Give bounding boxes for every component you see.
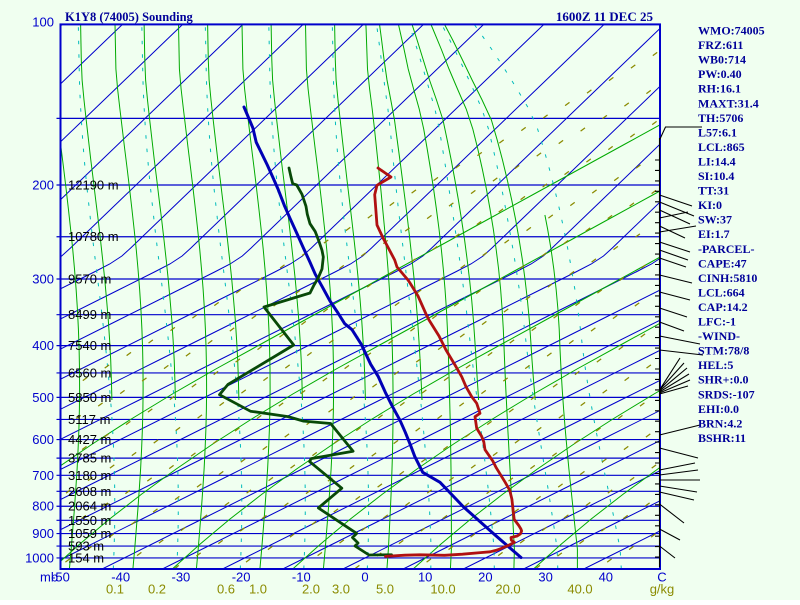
svg-text:1600Z 11 DEC 25: 1600Z 11 DEC 25 xyxy=(556,9,654,24)
svg-text:SI:10.4: SI:10.4 xyxy=(698,169,734,183)
svg-text:FRZ:611: FRZ:611 xyxy=(698,38,743,52)
svg-text:1.0: 1.0 xyxy=(249,582,267,597)
svg-text:0.6: 0.6 xyxy=(217,582,235,597)
svg-text:BSHR:11: BSHR:11 xyxy=(698,431,746,445)
svg-text:CAPE:47: CAPE:47 xyxy=(698,256,747,270)
svg-text:WMO:74005: WMO:74005 xyxy=(698,24,765,38)
svg-text:-10: -10 xyxy=(292,570,311,585)
svg-text:300: 300 xyxy=(32,272,54,287)
svg-text:5117 m: 5117 m xyxy=(68,412,110,427)
svg-text:MAXT:31.4: MAXT:31.4 xyxy=(698,96,759,110)
svg-text:7540 m: 7540 m xyxy=(68,338,111,353)
svg-text:10: 10 xyxy=(418,570,432,585)
svg-text:3785 m: 3785 m xyxy=(68,451,111,466)
svg-text:CINH:5810: CINH:5810 xyxy=(698,271,757,285)
svg-text:600: 600 xyxy=(32,432,54,447)
svg-text:LCL:865: LCL:865 xyxy=(698,140,745,154)
svg-text:100: 100 xyxy=(32,15,54,30)
svg-text:800: 800 xyxy=(32,499,54,514)
svg-text:20: 20 xyxy=(478,570,492,585)
svg-text:g/kg: g/kg xyxy=(650,582,675,597)
svg-text:-WIND-: -WIND- xyxy=(698,329,740,343)
svg-text:10780 m: 10780 m xyxy=(68,229,119,244)
svg-text:LFC:-1: LFC:-1 xyxy=(698,315,736,329)
svg-text:0.2: 0.2 xyxy=(148,582,166,597)
svg-text:5.0: 5.0 xyxy=(376,582,394,597)
svg-text:LI:14.4: LI:14.4 xyxy=(698,154,736,168)
svg-text:2608 m: 2608 m xyxy=(68,484,111,499)
svg-text:154 m: 154 m xyxy=(68,550,104,565)
svg-text:-50: -50 xyxy=(51,570,70,585)
svg-text:6560 m: 6560 m xyxy=(68,365,111,380)
svg-text:-PARCEL-: -PARCEL- xyxy=(698,242,754,256)
svg-text:LCL:664: LCL:664 xyxy=(698,285,745,299)
svg-text:20.0: 20.0 xyxy=(495,582,520,597)
svg-text:1000: 1000 xyxy=(25,550,54,565)
svg-text:STM:78/8: STM:78/8 xyxy=(698,344,749,358)
svg-text:2.0: 2.0 xyxy=(302,582,320,597)
svg-text:C: C xyxy=(657,570,666,585)
svg-text:mb: mb xyxy=(40,570,58,585)
svg-text:10.0: 10.0 xyxy=(430,582,455,597)
svg-text:RH:16.1: RH:16.1 xyxy=(698,82,741,96)
svg-text:EHI:0.0: EHI:0.0 xyxy=(698,402,739,416)
svg-text:900: 900 xyxy=(32,526,54,541)
svg-text:4427 m: 4427 m xyxy=(68,432,111,447)
svg-text:0.1: 0.1 xyxy=(106,582,124,597)
svg-text:-40: -40 xyxy=(111,570,130,585)
svg-text:0: 0 xyxy=(361,570,368,585)
svg-text:-20: -20 xyxy=(232,570,251,585)
svg-text:SHR+:0.0: SHR+:0.0 xyxy=(698,373,749,387)
svg-text:40: 40 xyxy=(599,570,613,585)
svg-text:3180 m: 3180 m xyxy=(68,468,111,483)
svg-text:2064 m: 2064 m xyxy=(68,499,111,514)
svg-text:SRDS:-107: SRDS:-107 xyxy=(698,387,755,401)
svg-text:CAP:14.2: CAP:14.2 xyxy=(698,300,748,314)
svg-text:K1Y8 (74005) Sounding: K1Y8 (74005) Sounding xyxy=(65,10,194,24)
svg-text:WB0:714: WB0:714 xyxy=(698,53,746,67)
svg-text:1059 m: 1059 m xyxy=(68,526,111,541)
svg-text:3.0: 3.0 xyxy=(332,582,350,597)
svg-text:8499 m: 8499 m xyxy=(68,307,111,322)
svg-text:5850 m: 5850 m xyxy=(68,390,111,405)
svg-text:500: 500 xyxy=(32,390,54,405)
svg-text:593 m: 593 m xyxy=(68,539,104,554)
svg-text:1550 m: 1550 m xyxy=(68,513,111,528)
svg-text:BRN:4.2: BRN:4.2 xyxy=(698,416,742,430)
svg-text:9570 m: 9570 m xyxy=(68,272,111,287)
svg-text:-30: -30 xyxy=(172,570,191,585)
svg-text:HEL:5: HEL:5 xyxy=(698,358,733,372)
svg-text:PW:0.40: PW:0.40 xyxy=(698,67,742,81)
svg-text:EI:1.7: EI:1.7 xyxy=(698,227,730,241)
svg-text:12190 m: 12190 m xyxy=(68,178,119,193)
svg-text:700: 700 xyxy=(32,468,54,483)
svg-text:L57:6.1: L57:6.1 xyxy=(698,125,737,139)
svg-text:SW:37: SW:37 xyxy=(698,213,732,227)
svg-text:TH:5706: TH:5706 xyxy=(698,111,743,125)
svg-text:KI:0: KI:0 xyxy=(698,198,722,212)
svg-text:30: 30 xyxy=(538,570,552,585)
svg-text:200: 200 xyxy=(32,178,54,193)
svg-text:400: 400 xyxy=(32,338,54,353)
svg-text:TT:31: TT:31 xyxy=(698,184,729,198)
svg-text:40.0: 40.0 xyxy=(567,582,592,597)
